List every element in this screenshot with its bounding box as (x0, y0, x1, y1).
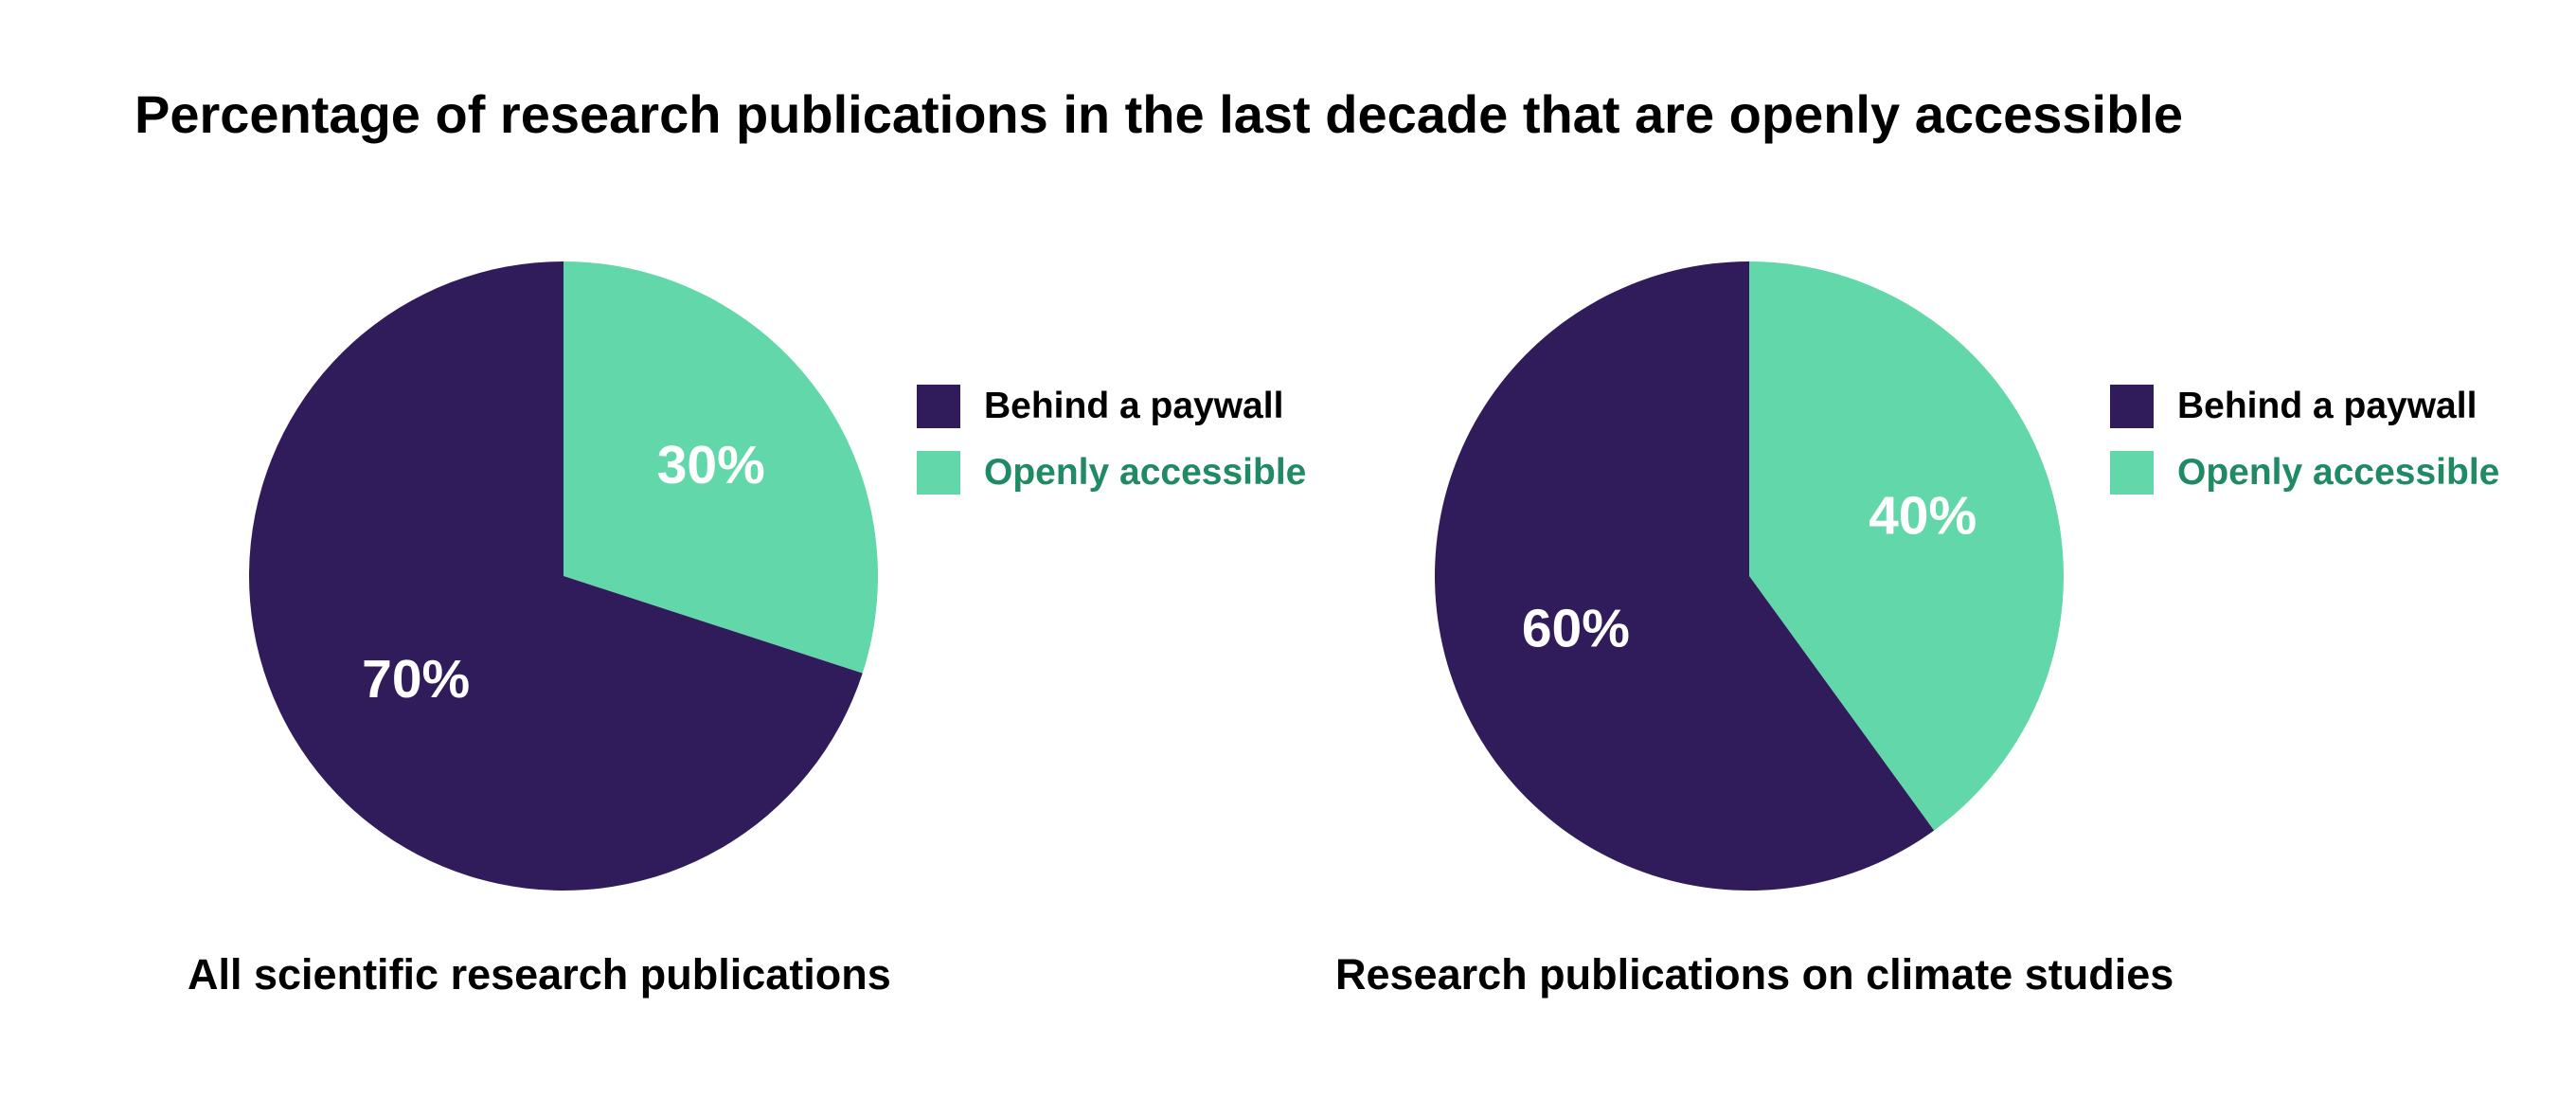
legend-all-publications: Behind a paywall Openly accessible (917, 384, 1306, 516)
slice-label-open: 40% (1869, 486, 1977, 547)
legend-swatch-open (2110, 451, 2154, 495)
legend-swatch-paywall (2110, 385, 2154, 428)
legend-label-paywall: Behind a paywall (2177, 386, 2478, 426)
legend-label-open: Openly accessible (2177, 452, 2500, 493)
pie-slice-paywall (248, 261, 863, 891)
slice-label-open: 30% (657, 435, 765, 495)
caption-all-publications: All scientific research publications (188, 950, 891, 999)
pie-slice-open (1749, 261, 2064, 831)
legend-swatch-paywall (917, 385, 960, 428)
caption-climate-studies: Research publications on climate studies (1335, 950, 2174, 999)
legend-item-paywall: Behind a paywall (2110, 384, 2499, 429)
slice-label-paywall: 60% (1522, 599, 1630, 659)
legend-climate-studies: Behind a paywall Openly accessible (2110, 384, 2499, 516)
legend-item-open: Openly accessible (2110, 450, 2499, 495)
legend-label-open: Openly accessible (984, 452, 1307, 493)
legend-item-paywall: Behind a paywall (917, 384, 1306, 429)
pie-svg-all-publications: 30% 70% (248, 261, 878, 891)
legend-item-open: Openly accessible (917, 450, 1306, 495)
pie-slice-paywall (1434, 261, 1935, 891)
slice-label-paywall: 70% (362, 649, 470, 710)
legend-swatch-open (917, 451, 960, 495)
chart-title: Percentage of research publications in t… (134, 84, 2184, 144)
pie-slice-open (564, 261, 878, 674)
legend-label-paywall: Behind a paywall (984, 386, 1284, 426)
